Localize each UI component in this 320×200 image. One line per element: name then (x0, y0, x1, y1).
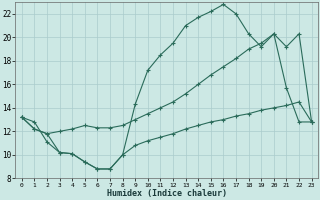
X-axis label: Humidex (Indice chaleur): Humidex (Indice chaleur) (107, 189, 227, 198)
